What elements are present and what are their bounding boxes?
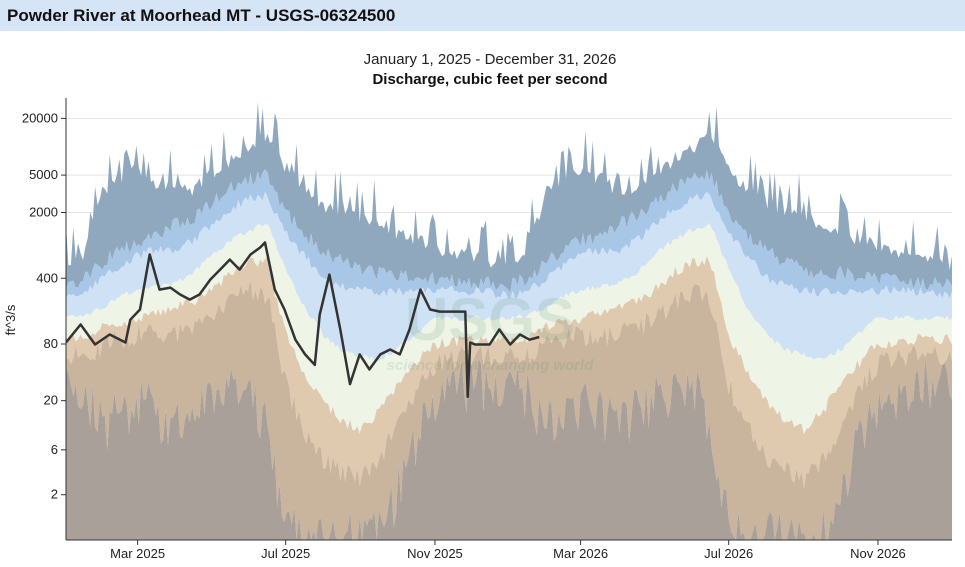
x-tick-label: Nov 2026	[850, 546, 906, 561]
page-header: Powder River at Moorhead MT - USGS-06324…	[0, 0, 965, 31]
y-tick-label: 2	[51, 487, 58, 502]
x-tick-label: Mar 2025	[110, 546, 165, 561]
y-tick-label: 20000	[22, 110, 58, 125]
band-p50	[66, 223, 952, 435]
x-tick-label: Jul 2025	[261, 546, 310, 561]
band-min	[66, 356, 952, 540]
y-tick-label: 20	[44, 393, 58, 408]
y-tick-label: 400	[36, 270, 58, 285]
y-tick-label: 5000	[29, 167, 58, 182]
y-tick-label: 80	[44, 336, 58, 351]
band-p10	[66, 279, 952, 540]
band-p90	[66, 169, 952, 300]
y-axis-label: ft^3/s	[3, 304, 18, 335]
y-tick-label: 2000	[29, 205, 58, 220]
observed-discharge-line	[66, 241, 540, 399]
band-max	[66, 101, 952, 293]
station-title: Powder River at Moorhead MT - USGS-06324…	[7, 6, 396, 25]
x-tick-label: Mar 2026	[553, 546, 608, 561]
x-tick-label: Jul 2026	[704, 546, 753, 561]
y-tick-label: 6	[51, 442, 58, 457]
chart-title: January 1, 2025 - December 31, 2026	[363, 51, 617, 68]
band-p75	[66, 191, 952, 362]
chart-subtitle: Discharge, cubic feet per second	[372, 71, 608, 88]
usgs-watermark-tagline: science for a changing world	[387, 357, 595, 374]
x-tick-label: Nov 2025	[407, 546, 463, 561]
